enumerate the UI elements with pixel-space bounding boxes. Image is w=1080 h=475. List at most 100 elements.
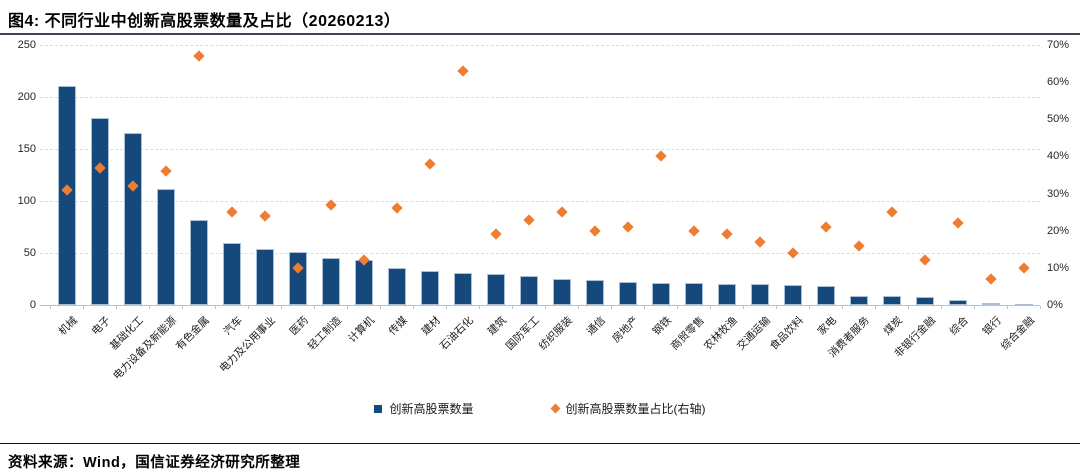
right-axis-tick-label: 40% [1047,150,1070,163]
left-axis-tick-label: 50 [23,247,36,259]
right-axis-tick-label: 20% [1047,224,1070,237]
bar [189,219,208,305]
gridline [40,253,1040,254]
bar [1014,303,1033,306]
x-axis-tick [281,306,282,309]
right-axis-tick-label: 30% [1047,187,1070,200]
bar [354,260,373,305]
right-axis-tick-label: 50% [1047,113,1070,126]
x-axis-tick [776,306,777,309]
bar [816,286,835,305]
bar [453,272,472,305]
x-axis-tick [578,306,579,309]
scatter-point [951,217,964,229]
scatter-point [984,273,997,285]
x-axis-tick [50,306,51,309]
bar [915,296,934,305]
right-axis-tick-label: 0% [1047,299,1063,311]
legend-count-label: 创新高股票数量 [389,402,474,416]
x-axis-tick [413,306,414,309]
scatter-point [885,206,898,218]
scatter-point [1017,262,1030,274]
scatter-point [654,150,667,163]
x-axis-tick [974,306,975,309]
bar [123,133,142,305]
bar [387,267,406,305]
bar [750,284,769,305]
x-axis-tick [743,306,744,309]
x-axis-tick [83,306,84,309]
scatter-point [456,65,469,77]
x-axis-tick [908,306,909,309]
x-axis-tick [611,306,612,309]
scatter-point [918,254,931,267]
x-axis-tick [479,306,480,309]
bar [321,258,340,305]
x-axis-tick [380,306,381,309]
bar [948,299,967,305]
x-axis-tick [149,306,150,309]
bar [552,279,571,305]
scatter-point [852,239,865,252]
scatter-point [786,247,799,259]
bar [420,270,439,305]
bar [288,251,307,305]
x-axis-tick [1040,306,1041,309]
bar [486,273,505,305]
scatter-point [390,202,403,215]
right-axis-tick-label: 10% [1047,261,1070,274]
scatter-point [555,206,568,218]
chart-legend: 创新高股票数量 创新高股票数量占比(右轴) [0,400,1080,417]
left-axis-tick-label: 250 [17,39,36,51]
bar [585,280,604,305]
bar [717,284,736,305]
scatter-series-swatch-icon [550,403,560,414]
scatter-point [753,236,766,248]
x-axis-tick [809,306,810,309]
x-axis-tick [1007,306,1008,309]
x-axis-tick [941,306,942,309]
bar [882,295,901,305]
bar [90,117,109,305]
bar [981,302,1000,305]
legend-ratio-label: 创新高股票数量占比(右轴) [565,402,706,416]
x-axis-tick [842,306,843,309]
left-axis-tick-label: 200 [17,91,36,103]
legend-item-ratio: 创新高股票数量占比(右轴) [550,400,706,417]
legend-item-count: 创新高股票数量 [374,400,474,417]
bar [519,275,538,305]
x-axis-tick [446,306,447,309]
scatter-point [588,225,601,237]
scatter-point [720,228,733,241]
scatter-point [687,225,700,237]
bar [783,285,802,305]
scatter-point [258,210,271,222]
x-axis-tick [512,306,513,309]
scatter-point [489,228,502,241]
left-axis-tick-label: 150 [17,143,36,155]
gridline [40,201,1040,202]
bar [255,248,274,305]
bar [651,283,670,305]
scatter-point [621,221,634,233]
x-axis-tick [182,306,183,309]
x-axis-tick [215,306,216,309]
x-axis-tick [545,306,546,309]
chart-title: 图4: 不同行业中创新高股票数量及占比（20260213） [8,13,401,30]
footer-divider [0,443,1080,444]
scatter-point [423,158,436,170]
x-axis-tick [710,306,711,309]
x-axis-tick [248,306,249,309]
bar [618,282,637,305]
left-axis-tick-label: 0 [29,299,36,311]
scatter-point [522,213,535,226]
gridline [40,149,1040,150]
scatter-point [192,50,205,62]
scatter-point [225,206,238,218]
title-divider [0,33,1080,35]
right-axis-tick-label: 60% [1047,76,1070,89]
bar [684,283,703,305]
x-axis-tick [875,306,876,309]
gridline [40,97,1040,98]
scatter-point [159,165,172,177]
